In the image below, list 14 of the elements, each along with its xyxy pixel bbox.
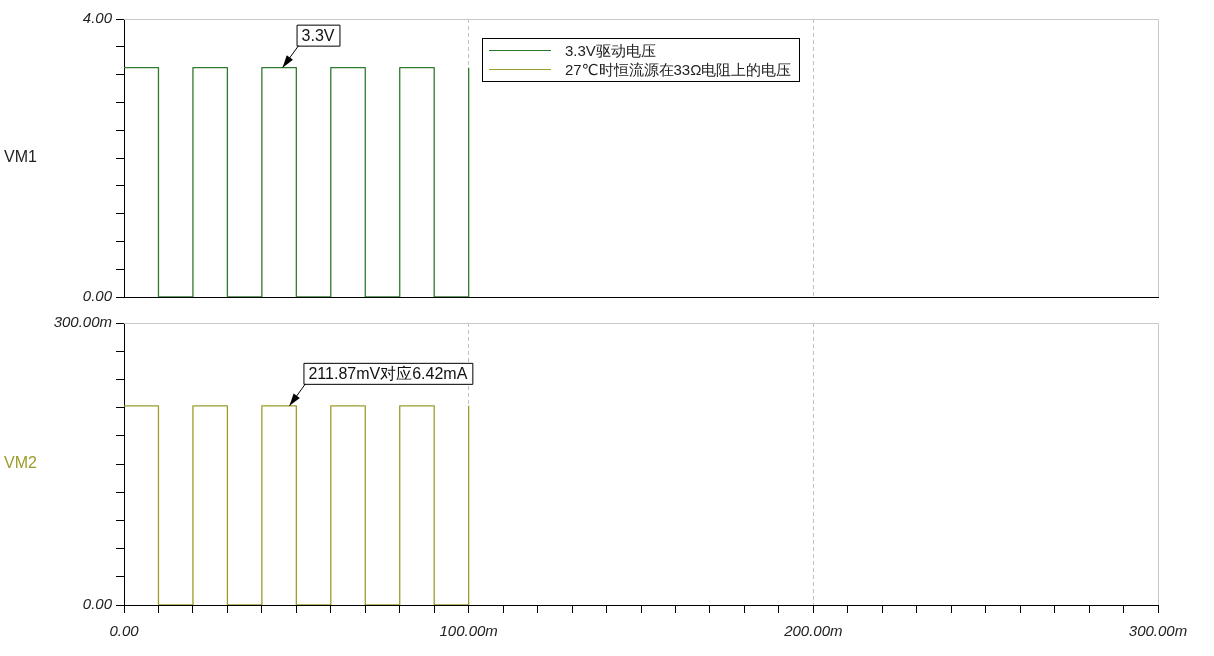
y-tick-label: 0.00 [82, 287, 113, 305]
x-tick-label: 200.00m [783, 622, 843, 640]
annotation: 3.3V [301, 26, 335, 44]
y-axis-title: VM2 [4, 454, 37, 472]
annotation: 211.87mV对应6.42mA [308, 364, 468, 382]
y-tick-label: 300.00m [53, 313, 112, 331]
y-tick-label: 0.00 [82, 595, 113, 613]
y-tick-label: 4.00 [82, 9, 113, 27]
x-tick-label: 100.00m [439, 622, 498, 640]
y-axis-title: VM1 [4, 148, 37, 166]
x-tick-label: 300.00m [1128, 622, 1188, 640]
x-tick-label: 0.00 [109, 622, 140, 640]
text: 27℃时恒流源在33Ω电阻上的电压 [565, 61, 792, 78]
legend-label: 3.3V驱动电压 [565, 41, 656, 60]
